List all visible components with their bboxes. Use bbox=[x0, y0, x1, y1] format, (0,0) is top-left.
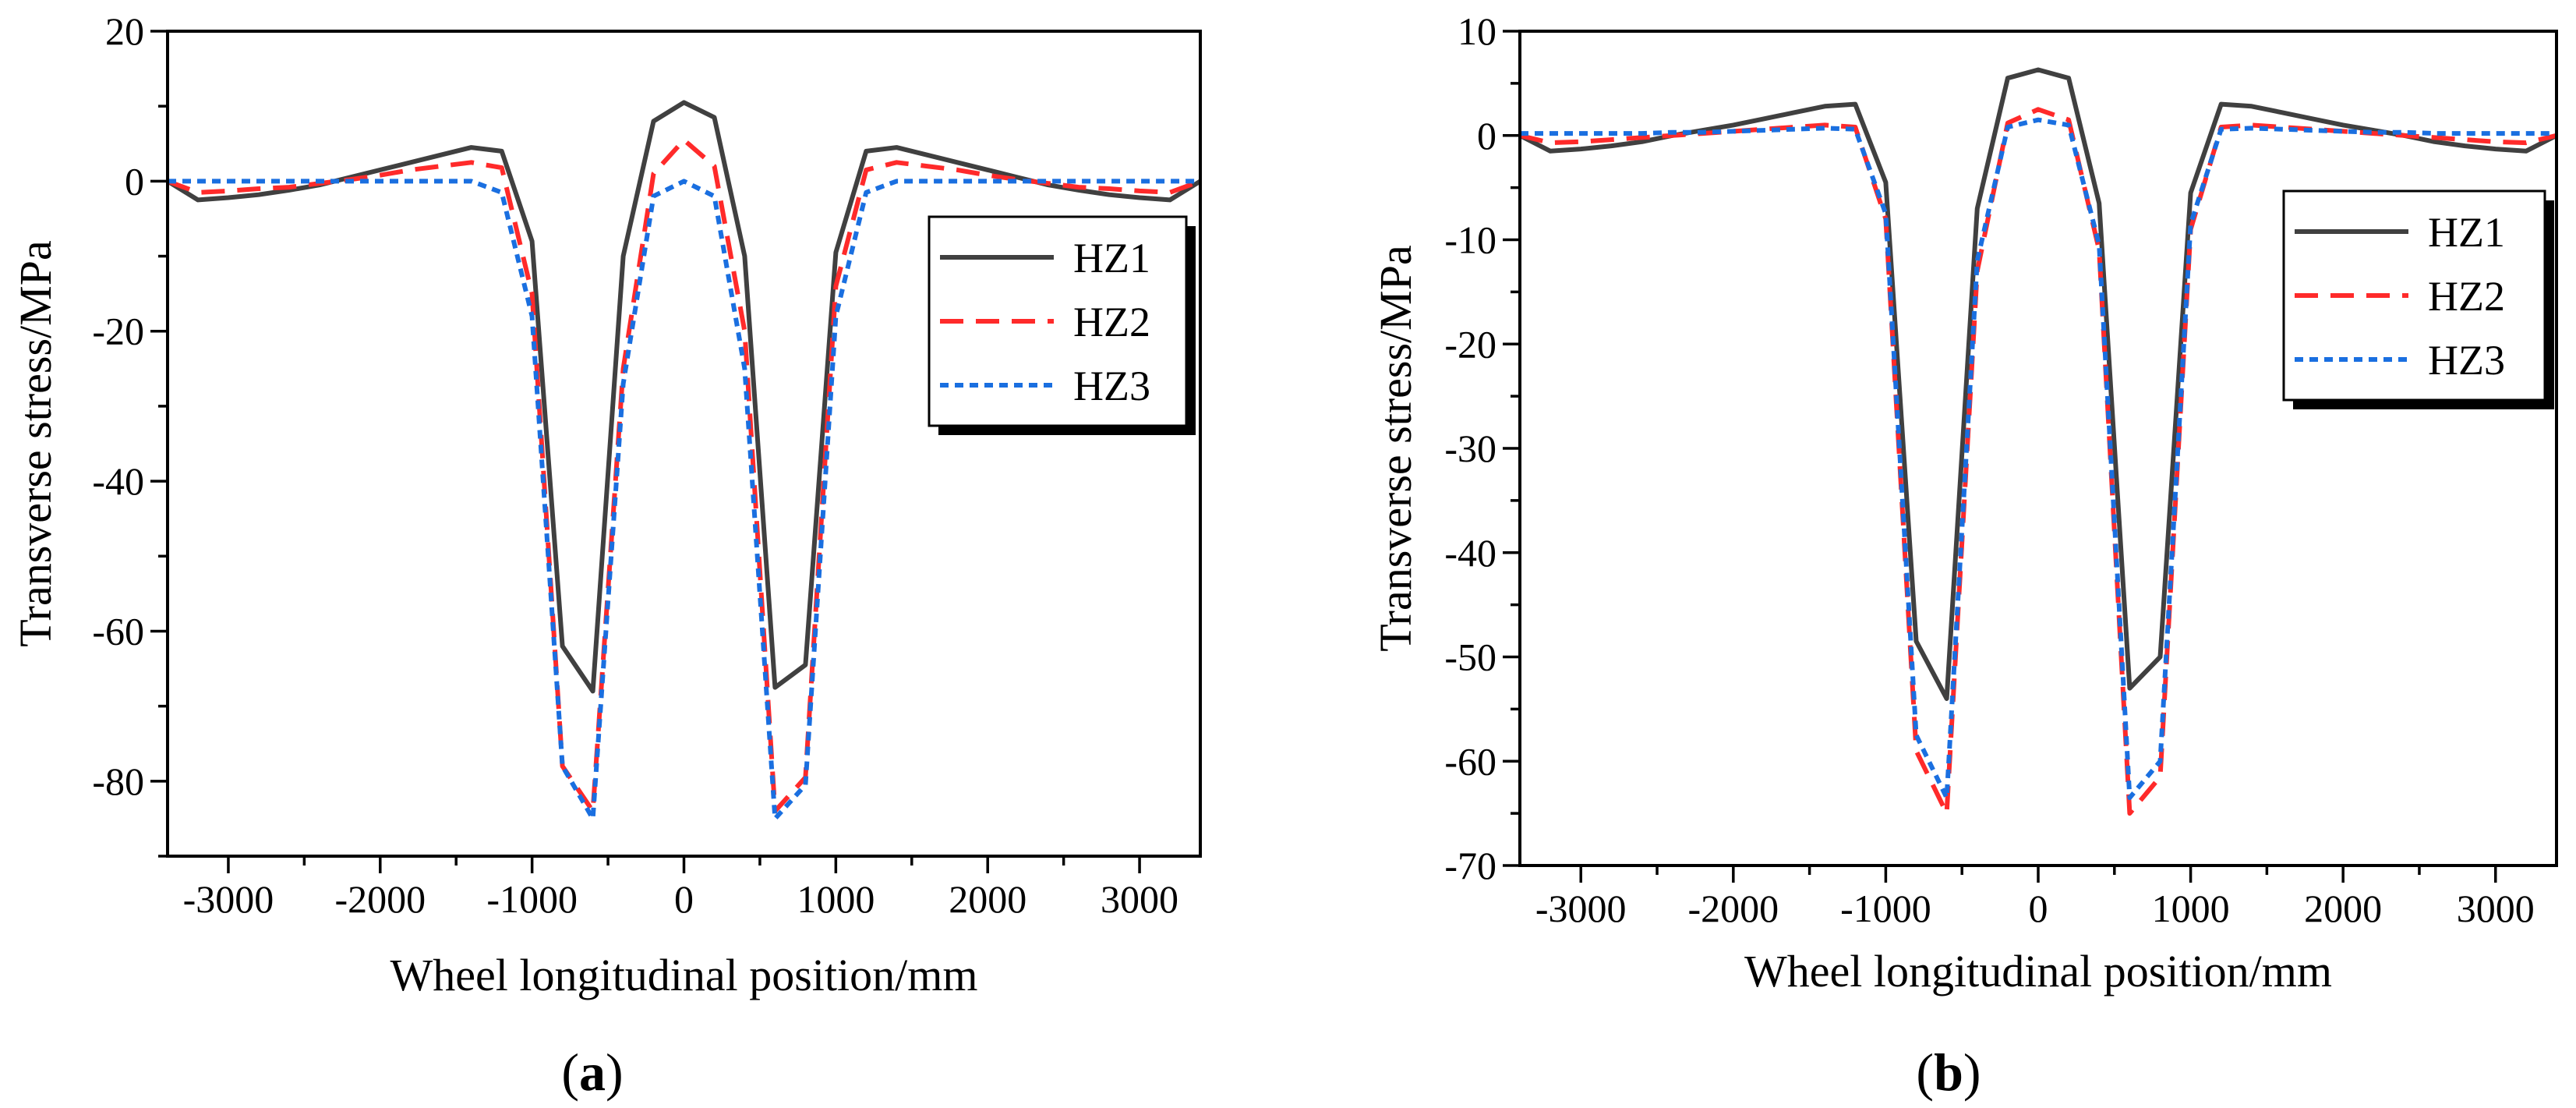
x-tick-label: -3000 bbox=[183, 877, 274, 921]
y-tick-label: -40 bbox=[92, 459, 144, 503]
series-group bbox=[168, 100, 1200, 821]
y-tick-label: -10 bbox=[1444, 218, 1496, 262]
y-tick-label: -20 bbox=[1444, 322, 1496, 366]
y-tick-label: -20 bbox=[92, 310, 144, 353]
x-tick-label: -2000 bbox=[334, 877, 426, 921]
panel-label-close: ) bbox=[606, 1043, 624, 1102]
panel-label: (a) bbox=[561, 1043, 623, 1102]
x-tick-label: 3000 bbox=[1101, 877, 1178, 921]
panel-label-letter: a bbox=[579, 1043, 606, 1102]
legend-label-hz3: HZ3 bbox=[2428, 337, 2505, 384]
x-tick-label: 3000 bbox=[2457, 887, 2535, 930]
y-tick-label: 20 bbox=[105, 9, 144, 53]
x-tick-label: 1000 bbox=[797, 877, 875, 921]
x-tick-label: 2000 bbox=[2304, 887, 2382, 930]
y-axis-title: Transverse stress/MPa bbox=[1370, 245, 1421, 651]
x-tick-label: 1000 bbox=[2152, 887, 2230, 930]
legend-label-hz2: HZ2 bbox=[2428, 273, 2505, 320]
series-line-hz3 bbox=[168, 179, 1200, 821]
panel-a: -3000 -2000 -1000 0 1000 2000 3000 20 0 -20 -40 -60… bbox=[10, 9, 1202, 1102]
series-line-hz3 bbox=[1520, 117, 2557, 801]
x-tick-label: 2000 bbox=[949, 877, 1027, 921]
x-tick-label: -3000 bbox=[1535, 887, 1627, 930]
y-tick-label: 0 bbox=[1477, 114, 1496, 158]
y-tick-label: -60 bbox=[1444, 739, 1496, 783]
series-line-hz2 bbox=[1520, 107, 2557, 816]
panel-label-close: ) bbox=[1963, 1043, 1981, 1102]
plot-frame bbox=[1518, 30, 2558, 867]
x-tick-label: 0 bbox=[2029, 887, 2048, 930]
legend-label-hz1: HZ1 bbox=[1073, 235, 1150, 281]
legend-label-hz1: HZ1 bbox=[2428, 209, 2505, 256]
series-group bbox=[1520, 67, 2557, 816]
panel-label-letter: b bbox=[1934, 1043, 1963, 1102]
y-axis-title: Transverse stress/MPa bbox=[10, 240, 61, 646]
x-axis-title: Wheel longitudinal position/mm bbox=[390, 950, 978, 1000]
x-tick-label: 0 bbox=[674, 877, 694, 921]
plot-frame bbox=[166, 30, 1202, 858]
y-tick-label: -80 bbox=[92, 759, 144, 803]
y-tick-label: -30 bbox=[1444, 427, 1496, 470]
x-tick-label: -1000 bbox=[486, 877, 578, 921]
x-tick-label: -2000 bbox=[1687, 887, 1779, 930]
legend-box bbox=[928, 215, 1188, 427]
legend-label-hz3: HZ3 bbox=[1073, 363, 1150, 409]
y-tick-label: -50 bbox=[1444, 635, 1496, 679]
legend-label-hz2: HZ2 bbox=[1073, 299, 1150, 345]
panel-b: -3000 -2000 -1000 0 1000 2000 3000 10 0 -10 -20 -30… bbox=[1370, 9, 2558, 1102]
y-tick-label: -70 bbox=[1444, 844, 1496, 887]
legend: HZ1 HZ2 HZ3 bbox=[2282, 189, 2554, 409]
panel-label-open: ( bbox=[561, 1043, 579, 1102]
x-tick-label: -1000 bbox=[1840, 887, 1931, 930]
y-tick-label: -60 bbox=[92, 609, 144, 653]
legend-box bbox=[2282, 189, 2546, 402]
panel-label: (b) bbox=[1916, 1043, 1981, 1102]
y-tick-label: -40 bbox=[1444, 531, 1496, 575]
legend: HZ1 HZ2 HZ3 bbox=[928, 215, 1196, 435]
x-axis-title: Wheel longitudinal position/mm bbox=[1744, 946, 2332, 996]
y-tick-label: 10 bbox=[1458, 9, 1496, 53]
panel-label-open: ( bbox=[1916, 1043, 1934, 1102]
y-tick-label: 0 bbox=[125, 159, 144, 203]
